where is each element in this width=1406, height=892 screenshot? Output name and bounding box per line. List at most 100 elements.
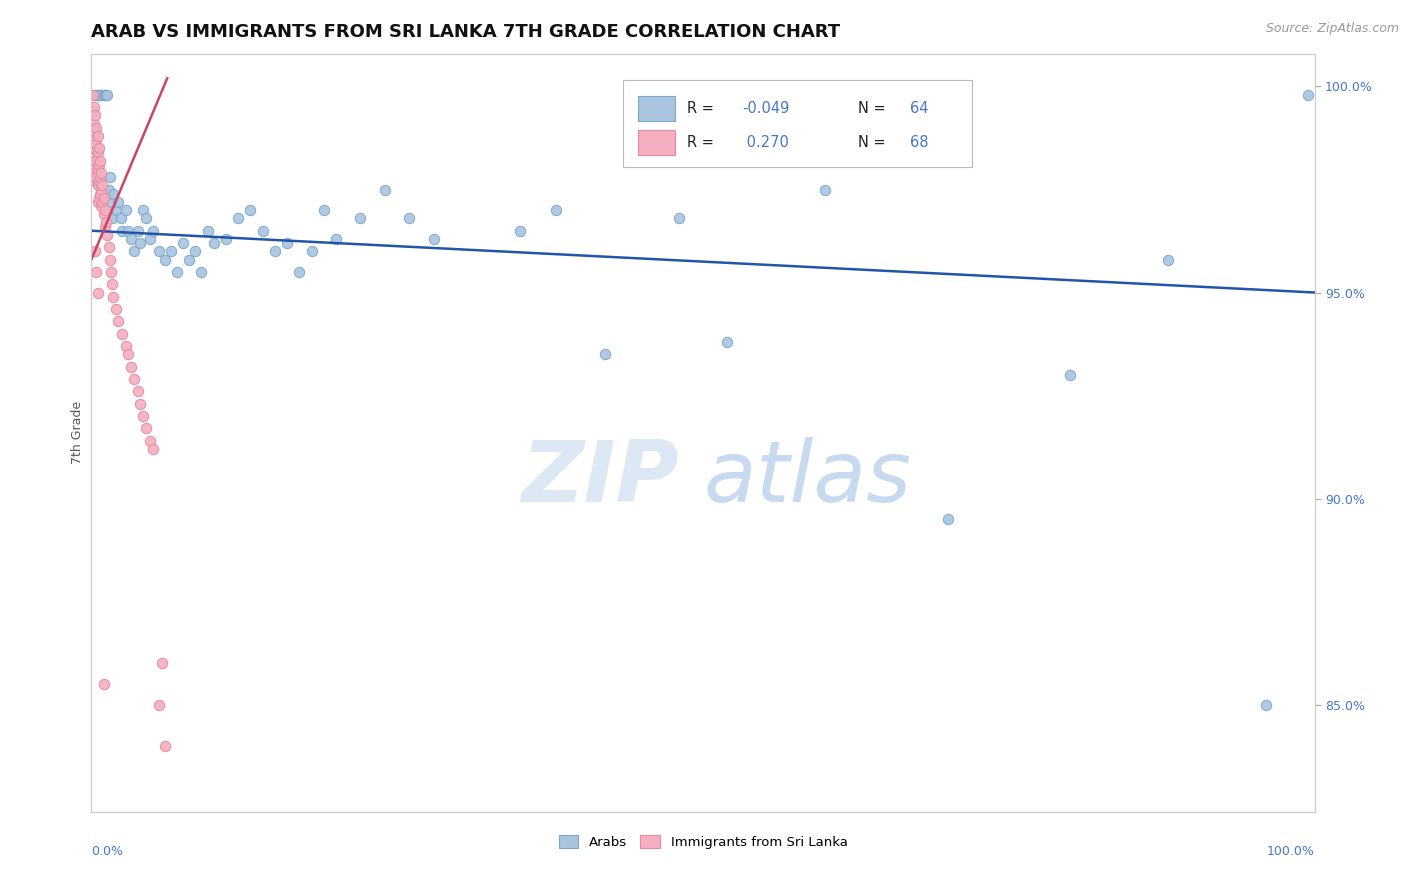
Point	[111, 326, 134, 341]
Point	[87, 87, 110, 102]
Point	[82, 137, 104, 152]
Point	[84, 87, 107, 102]
Point	[86, 128, 108, 143]
Point	[141, 442, 163, 456]
Text: ZIP: ZIP	[520, 436, 679, 520]
Text: R =: R =	[688, 102, 718, 116]
Point	[97, 240, 120, 254]
Text: Source: ZipAtlas.com: Source: ZipAtlas.com	[1265, 22, 1399, 36]
Point	[509, 224, 531, 238]
Text: N =: N =	[858, 136, 890, 151]
Point	[135, 421, 157, 435]
Point	[84, 153, 107, 168]
Point	[160, 244, 183, 259]
Point	[103, 290, 125, 304]
Point	[148, 244, 170, 259]
Text: -0.049: -0.049	[742, 102, 790, 116]
Point	[100, 265, 122, 279]
Point	[82, 87, 104, 102]
Point	[423, 232, 446, 246]
Point	[89, 186, 111, 201]
Point	[202, 235, 225, 250]
Point	[103, 186, 125, 201]
Text: N =: N =	[858, 102, 890, 116]
Y-axis label: 7th Grade: 7th Grade	[72, 401, 84, 464]
Point	[89, 170, 111, 185]
Point	[84, 265, 107, 279]
Point	[716, 334, 738, 349]
Point	[86, 87, 108, 102]
Point	[153, 252, 176, 267]
Point	[84, 141, 107, 155]
Point	[94, 215, 117, 229]
Point	[120, 359, 142, 374]
Point	[546, 203, 568, 218]
Point	[84, 158, 107, 172]
Point	[1298, 87, 1320, 102]
Text: ARAB VS IMMIGRANTS FROM SRI LANKA 7TH GRADE CORRELATION CHART: ARAB VS IMMIGRANTS FROM SRI LANKA 7TH GR…	[91, 23, 841, 41]
Text: 64: 64	[910, 102, 928, 116]
Point	[82, 170, 104, 185]
Point	[301, 244, 323, 259]
Point	[101, 277, 124, 292]
Point	[117, 224, 139, 238]
Point	[83, 117, 105, 131]
Point	[82, 120, 104, 135]
Point	[82, 104, 104, 119]
Point	[1157, 252, 1180, 267]
Point	[593, 347, 616, 361]
Point	[122, 244, 145, 259]
Point	[98, 170, 121, 185]
Text: 100.0%: 100.0%	[1267, 846, 1315, 858]
Point	[197, 224, 219, 238]
Point	[325, 232, 347, 246]
Point	[93, 207, 115, 221]
Point	[87, 174, 110, 188]
Point	[139, 232, 162, 246]
Point	[107, 194, 129, 209]
Text: 0.270: 0.270	[742, 136, 789, 151]
Point	[132, 203, 155, 218]
Point	[101, 211, 124, 226]
Point	[129, 397, 152, 411]
Point	[91, 194, 114, 209]
Point	[117, 347, 139, 361]
Point	[110, 211, 132, 226]
Point	[184, 244, 207, 259]
Point	[349, 211, 371, 226]
Point	[84, 120, 107, 135]
Point	[276, 235, 298, 250]
Point	[84, 170, 107, 185]
Point	[398, 211, 420, 226]
Point	[172, 235, 194, 250]
FancyBboxPatch shape	[623, 80, 972, 168]
Point	[86, 285, 108, 300]
Point	[1254, 698, 1277, 712]
Point	[1059, 368, 1081, 382]
Point	[374, 182, 396, 196]
Point	[668, 211, 690, 226]
Point	[141, 224, 163, 238]
Point	[97, 182, 120, 196]
Point	[135, 211, 157, 226]
Point	[114, 203, 136, 218]
Legend: Arabs, Immigrants from Sri Lanka: Arabs, Immigrants from Sri Lanka	[554, 830, 852, 855]
Point	[129, 235, 152, 250]
Point	[127, 384, 149, 399]
Point	[83, 100, 105, 114]
Point	[84, 125, 107, 139]
Point	[93, 87, 115, 102]
Point	[90, 166, 112, 180]
Point	[127, 224, 149, 238]
Text: R =: R =	[688, 136, 718, 151]
Point	[87, 158, 110, 172]
Text: 68: 68	[910, 136, 928, 151]
Point	[90, 182, 112, 196]
Point	[814, 182, 837, 196]
Point	[139, 434, 162, 448]
Point	[122, 372, 145, 386]
Point	[148, 698, 170, 712]
Point	[104, 203, 127, 218]
Point	[132, 409, 155, 424]
Point	[84, 244, 107, 259]
